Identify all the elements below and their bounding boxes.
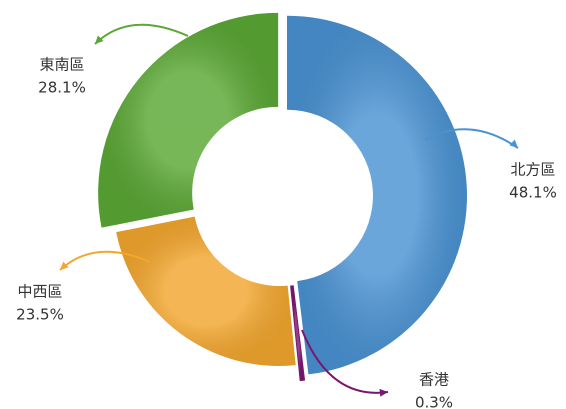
callout-arrow	[94, 23, 189, 45]
slice	[116, 216, 296, 367]
arrow-head	[60, 261, 69, 270]
slice	[98, 12, 279, 228]
category-label: 中西區	[17, 283, 62, 301]
arrow-head	[509, 139, 518, 148]
callout-arrow	[301, 329, 389, 394]
value-label: 28.1%	[38, 79, 86, 97]
category-label: 北方區	[510, 161, 555, 179]
category-label: 香港	[419, 371, 449, 389]
value-label: 0.3%	[415, 394, 453, 409]
callout-arrow	[424, 128, 519, 149]
callout-arrow	[59, 250, 151, 271]
slice	[286, 15, 467, 375]
arrow-head	[379, 388, 388, 397]
value-label: 23.5%	[16, 306, 64, 324]
arrow-head	[95, 35, 104, 44]
value-label: 48.1%	[509, 184, 557, 202]
category-label: 東南區	[39, 56, 84, 74]
